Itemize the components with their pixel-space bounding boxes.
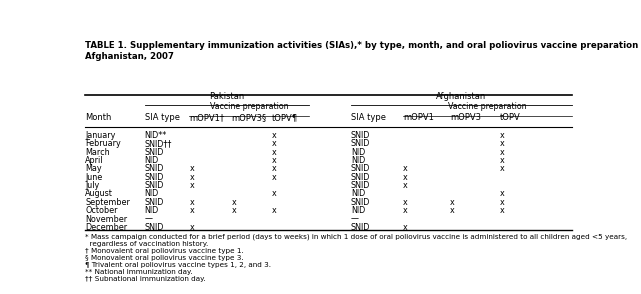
- Text: SNID: SNID: [145, 148, 164, 157]
- Text: December: December: [85, 223, 127, 232]
- Text: x: x: [403, 198, 408, 207]
- Text: October: October: [85, 206, 117, 215]
- Text: SNID††: SNID††: [145, 139, 172, 148]
- Text: mOPV1: mOPV1: [403, 113, 434, 122]
- Text: NID: NID: [145, 206, 159, 215]
- Text: May: May: [85, 164, 102, 173]
- Text: x: x: [271, 173, 276, 182]
- Text: ¶ Trivalent oral poliovirus vaccine types 1, 2, and 3.: ¶ Trivalent oral poliovirus vaccine type…: [85, 262, 271, 268]
- Text: February: February: [85, 139, 121, 148]
- Text: x: x: [500, 206, 504, 215]
- Text: x: x: [190, 198, 194, 207]
- Text: x: x: [271, 139, 276, 148]
- Text: Vaccine preparation: Vaccine preparation: [210, 102, 288, 111]
- Text: Vaccine preparation: Vaccine preparation: [448, 102, 527, 111]
- Text: Month: Month: [85, 113, 112, 122]
- Text: x: x: [403, 206, 408, 215]
- Text: NID: NID: [351, 156, 365, 165]
- Text: NID: NID: [351, 206, 365, 215]
- Text: x: x: [500, 139, 504, 148]
- Text: x: x: [271, 189, 276, 198]
- Text: June: June: [85, 173, 103, 182]
- Text: SIA type: SIA type: [145, 113, 179, 122]
- Text: SNID: SNID: [145, 173, 164, 182]
- Text: x: x: [190, 223, 194, 232]
- Text: SNID: SNID: [145, 164, 164, 173]
- Text: September: September: [85, 198, 130, 207]
- Text: x: x: [403, 164, 408, 173]
- Text: x: x: [190, 206, 194, 215]
- Text: —: —: [145, 215, 153, 223]
- Text: x: x: [500, 198, 504, 207]
- Text: SNID: SNID: [351, 223, 370, 232]
- Text: NID: NID: [145, 156, 159, 165]
- Text: x: x: [271, 131, 276, 140]
- Text: SNID: SNID: [351, 181, 370, 190]
- Text: January: January: [85, 131, 115, 140]
- Text: —: —: [351, 215, 359, 223]
- Text: x: x: [500, 148, 504, 157]
- Text: § Monovalent oral poliovirus vaccine type 3.: § Monovalent oral poliovirus vaccine typ…: [85, 255, 244, 261]
- Text: x: x: [271, 206, 276, 215]
- Text: SNID: SNID: [145, 198, 164, 207]
- Text: November: November: [85, 215, 127, 223]
- Text: SNID: SNID: [351, 198, 370, 207]
- Text: x: x: [190, 164, 194, 173]
- Text: x: x: [190, 173, 194, 182]
- Text: mOPV3: mOPV3: [450, 113, 481, 122]
- Text: x: x: [271, 148, 276, 157]
- Text: SNID: SNID: [145, 223, 164, 232]
- Text: NID: NID: [145, 189, 159, 198]
- Text: SNID: SNID: [351, 131, 370, 140]
- Text: x: x: [500, 131, 504, 140]
- Text: NID: NID: [351, 148, 365, 157]
- Text: August: August: [85, 189, 113, 198]
- Text: Pakistan: Pakistan: [209, 92, 244, 101]
- Text: SNID: SNID: [351, 139, 370, 148]
- Text: * Mass campaign conducted for a brief period (days to weeks) in which 1 dose of : * Mass campaign conducted for a brief pe…: [85, 234, 627, 240]
- Text: x: x: [403, 173, 408, 182]
- Text: NID: NID: [351, 189, 365, 198]
- Text: x: x: [271, 164, 276, 173]
- Text: mOPV3§: mOPV3§: [231, 113, 267, 122]
- Text: x: x: [500, 156, 504, 165]
- Text: † Monovalent oral poliovirus vaccine type 1.: † Monovalent oral poliovirus vaccine typ…: [85, 248, 244, 254]
- Text: x: x: [450, 206, 455, 215]
- Text: March: March: [85, 148, 110, 157]
- Text: x: x: [271, 156, 276, 165]
- Text: Afghanistan: Afghanistan: [437, 92, 487, 101]
- Text: TABLE 1. Supplementary immunization activities (SIAs),* by type, month, and oral: TABLE 1. Supplementary immunization acti…: [85, 41, 641, 61]
- Text: NID**: NID**: [145, 131, 167, 140]
- Text: x: x: [231, 198, 237, 207]
- Text: x: x: [500, 189, 504, 198]
- Text: x: x: [403, 181, 408, 190]
- Text: July: July: [85, 181, 99, 190]
- Text: SIA type: SIA type: [351, 113, 386, 122]
- Text: mOPV1†: mOPV1†: [190, 113, 224, 122]
- Text: x: x: [231, 206, 237, 215]
- Text: tOPV: tOPV: [500, 113, 520, 122]
- Text: SNID: SNID: [145, 181, 164, 190]
- Text: SNID: SNID: [351, 164, 370, 173]
- Text: tOPV¶: tOPV¶: [271, 113, 297, 122]
- Text: x: x: [190, 181, 194, 190]
- Text: regardless of vaccination history.: regardless of vaccination history.: [85, 240, 208, 247]
- Text: ** National immunization day.: ** National immunization day.: [85, 269, 192, 275]
- Text: †† Subnational immunization day.: †† Subnational immunization day.: [85, 276, 206, 282]
- Text: x: x: [403, 223, 408, 232]
- Text: SNID: SNID: [351, 173, 370, 182]
- Text: April: April: [85, 156, 104, 165]
- Text: x: x: [500, 164, 504, 173]
- Text: x: x: [450, 198, 455, 207]
